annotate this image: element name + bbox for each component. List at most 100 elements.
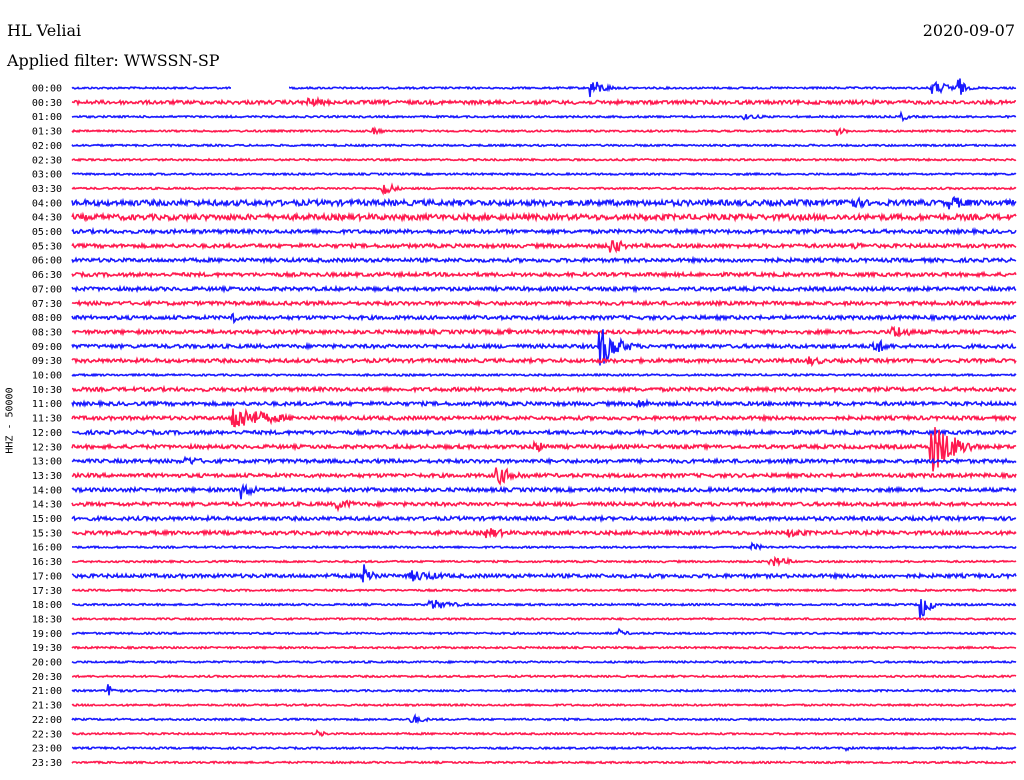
row-time-label: 10:00 [32, 371, 62, 382]
trace-row-0400 [71, 195, 1017, 210]
data-gap [231, 83, 289, 93]
row-time-label: 05:00 [32, 227, 62, 238]
row-time-label: 00:30 [32, 98, 62, 109]
trace-row-1630 [71, 555, 1017, 567]
row-time-label: 14:30 [32, 500, 62, 511]
trace-row-0000 [71, 78, 1017, 98]
trace-row-0830 [71, 325, 1017, 338]
filter-label: Applied filter: WWSSN-SP [7, 51, 220, 70]
trace-row-0500 [71, 226, 1017, 237]
row-time-label: 11:30 [32, 414, 62, 425]
row-time-label: 19:00 [32, 629, 62, 640]
row-time-label: 03:00 [32, 170, 62, 181]
row-time-label: 23:00 [32, 744, 62, 755]
trace-row-1430 [71, 499, 1017, 513]
row-time-label: 09:30 [32, 356, 62, 367]
trace-row-1530 [71, 528, 1017, 539]
row-time-label: 03:30 [32, 184, 62, 195]
trace-row-1030 [71, 384, 1017, 394]
trace-row-0030 [71, 95, 1017, 108]
trace-row-1800 [71, 599, 1017, 619]
row-time-label: 13:00 [32, 457, 62, 468]
trace-row-1700 [71, 564, 1017, 583]
row-time-label: 18:00 [32, 600, 62, 611]
row-time-label: 20:30 [32, 672, 62, 683]
trace-row-0300 [71, 171, 1017, 177]
row-time-label: 08:30 [32, 327, 62, 338]
trace-row-1400 [71, 482, 1017, 500]
trace-row-0530 [71, 239, 1017, 254]
trace-row-1300 [71, 455, 1017, 466]
row-time-label: 14:00 [32, 485, 62, 496]
row-time-label: 20:00 [32, 658, 62, 669]
row-time-label: 17:00 [32, 571, 62, 582]
trace-row-2300 [71, 745, 1017, 752]
row-time-label: 17:30 [32, 586, 62, 597]
row-time-label: 04:00 [32, 198, 62, 209]
trace-row-0630 [71, 270, 1017, 279]
trace-row-0100 [71, 110, 1017, 123]
trace-row-0730 [71, 299, 1017, 308]
row-time-label: 18:30 [32, 614, 62, 625]
trace-row-0800 [71, 312, 1017, 325]
trace-row-0600 [71, 255, 1017, 265]
trace-row-0130 [71, 126, 1017, 136]
trace-row-1100 [71, 397, 1017, 409]
date-label: 2020-09-07 [922, 21, 1015, 40]
row-time-label: 02:30 [32, 155, 62, 166]
trace-row-0430 [71, 211, 1017, 223]
row-time-label: 22:30 [32, 729, 62, 740]
row-time-label: 09:00 [32, 342, 62, 353]
trace-row-1830 [71, 616, 1017, 622]
trace-row-1730 [71, 587, 1017, 593]
row-time-label: 08:00 [32, 313, 62, 324]
trace-row-1600 [72, 541, 1017, 552]
trace-row-2200 [71, 713, 1017, 725]
row-time-label: 19:30 [32, 643, 62, 654]
row-time-label: 07:30 [32, 299, 62, 310]
row-time-label: 10:30 [32, 385, 62, 396]
trace-row-2000 [71, 659, 1017, 665]
row-time-label: 21:30 [32, 701, 62, 712]
trace-row-0330 [71, 182, 1017, 196]
trace-row-0200 [71, 142, 1017, 148]
row-time-label: 02:00 [32, 141, 62, 152]
trace-row-0700 [71, 284, 1017, 294]
station-name: HL Veliai [7, 21, 82, 40]
trace-row-1000 [71, 372, 1017, 378]
row-time-label: 00:00 [32, 84, 62, 95]
trace-row-1200 [72, 428, 1017, 437]
row-time-label: 16:00 [32, 543, 62, 554]
trace-row-1930 [71, 645, 1017, 651]
row-time-label: 15:30 [32, 528, 62, 539]
trace-row-1500 [71, 513, 1017, 524]
row-time-label: 11:00 [32, 399, 62, 410]
row-time-label: 23:30 [32, 758, 62, 769]
row-time-label: 21:00 [32, 686, 62, 697]
row-time-label: 15:00 [32, 514, 62, 525]
row-time-label: 04:30 [32, 213, 62, 224]
trace-row-0230 [71, 157, 1017, 163]
row-time-label: 12:30 [32, 442, 62, 453]
trace-row-2130 [71, 702, 1017, 708]
trace-row-1130 [71, 407, 1017, 428]
row-time-label: 12:00 [32, 428, 62, 439]
trace-row-2100 [71, 684, 1017, 696]
trace-row-0900 [71, 329, 1017, 366]
trace-row-1230 [71, 427, 1017, 472]
trace-row-1900 [71, 627, 1017, 636]
row-time-label: 07:00 [32, 284, 62, 295]
row-time-label: 01:30 [32, 127, 62, 138]
trace-row-2230 [71, 728, 1017, 738]
row-time-label: 05:30 [32, 241, 62, 252]
row-time-label: 16:30 [32, 557, 62, 568]
row-time-label: 22:00 [32, 715, 62, 726]
row-time-label: 06:00 [32, 256, 62, 267]
trace-row-2330 [71, 760, 1017, 765]
trace-row-1330 [71, 467, 1017, 486]
row-time-label: 13:30 [32, 471, 62, 482]
row-time-label: 06:30 [32, 270, 62, 281]
trace-row-2030 [71, 673, 1017, 679]
row-time-label: 01:00 [32, 112, 62, 123]
